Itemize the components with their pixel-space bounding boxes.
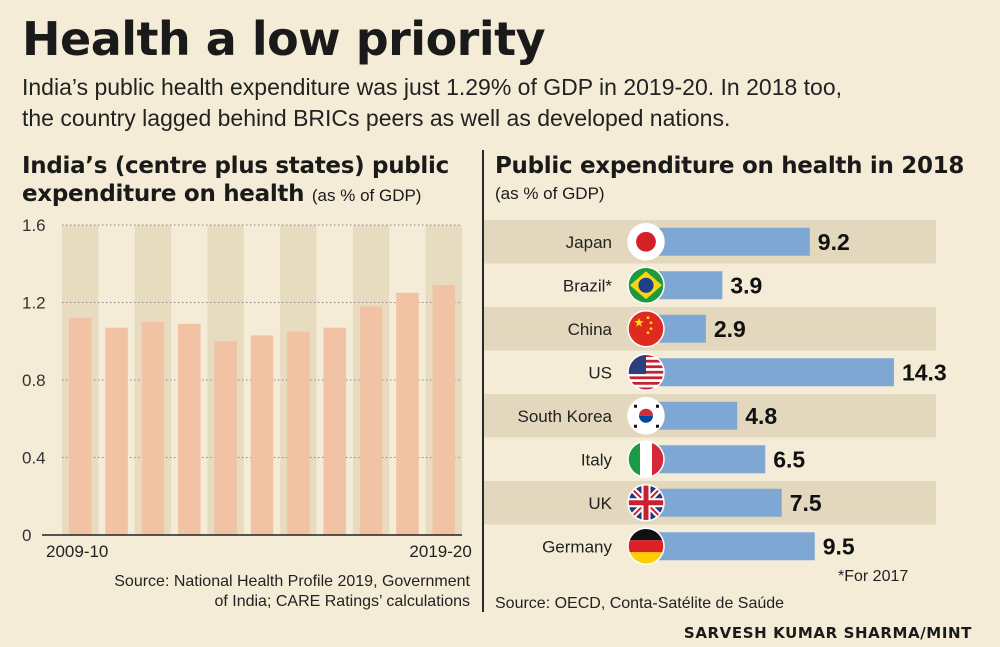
footnote: *For 2017 [838,568,909,585]
left-chart-title-line-2: expenditure on health [22,181,305,207]
bar [359,306,383,535]
left-source-line-1: Source: National Health Profile 2019, Go… [114,573,470,590]
y-tick-label: 0.4 [22,449,46,468]
bar [658,401,738,430]
value-label: 2.9 [714,316,746,342]
right-source-note: Source: OECD, Conta-Satélite de Saúde [495,595,785,612]
left-source-note: Source: National Health Profile 2019, Go… [60,572,470,612]
panel-divider [482,150,484,612]
bar [178,323,201,535]
category-label: Italy [581,450,613,469]
us-flag-icon [627,353,665,391]
germany-flag-icon [627,527,665,565]
category-label: South Korea [517,407,612,426]
page-title: Health a low priority [22,12,546,66]
right-chart-unit: (as % of GDP) [495,184,605,203]
bar [141,321,165,535]
uk-flag-icon [627,484,665,522]
right-chart-title: Public expenditure on health in 2018 (as… [495,152,975,208]
japan-flag-icon-fill [628,223,664,260]
bar [658,532,815,561]
left-bar-chart: 0 0.4 0.8 1.2 1.6 2009-10 2019-20 [22,216,472,561]
bar [658,314,706,343]
china-flag-icon-fill [628,310,664,347]
bar [323,327,346,535]
subtitle: India’s public health expenditure was ju… [22,72,982,134]
left-chart-title: India’s (centre plus states) public expe… [22,152,462,210]
us-flag-icon-fill [628,354,664,391]
category-label: UK [588,494,612,513]
china-flag-icon [627,310,665,348]
value-label: 7.5 [790,490,822,516]
credit: SARVESH KUMAR SHARMA/MINT [683,624,972,642]
value-label: 14.3 [902,359,947,385]
subtitle-line-1: India’s public health expenditure was ju… [22,74,843,100]
brazil-flag-icon-fill [628,267,664,304]
left-source-line-2: of India; CARE Ratings’ calculations [214,593,470,610]
bar [658,358,894,387]
subtitle-line-2: the country lagged behind BRICs peers as… [22,105,731,131]
bar [214,341,237,535]
category-label: Brazil* [563,276,613,295]
left-chart-unit: (as % of GDP) [311,186,422,205]
bar [105,327,128,535]
y-tick-label: 1.2 [22,294,46,313]
category-label: US [588,363,612,382]
right-chart-title-line-1: Public expenditure on health in 2018 [495,153,965,179]
y-tick-label: 1.6 [22,216,46,235]
y-tick-label: 0.8 [22,371,46,390]
south-korea-flag-icon-fill [628,397,664,434]
category-label: Japan [566,233,612,252]
bar [68,318,92,535]
x-tick-label: 2019-20 [409,542,471,561]
bar [658,227,810,256]
bar [396,292,419,535]
bar [287,331,310,535]
uk-flag-icon-fill [628,484,664,521]
brazil-flag-icon [627,266,665,304]
bar [658,445,766,474]
value-label: 6.5 [773,446,805,472]
value-label: 9.2 [818,229,850,255]
bar [658,488,782,517]
category-label: Germany [542,537,612,556]
bar [250,335,274,535]
left-chart-title-line-1: India’s (centre plus states) public [22,153,449,179]
bar [658,271,723,300]
italy-flag-icon [627,440,665,478]
category-label: China [568,320,613,339]
row-band [484,307,936,351]
value-label: 9.5 [823,533,855,559]
y-tick-label: 0 [22,526,31,545]
x-tick-label: 2009-10 [46,542,108,561]
value-label: 4.8 [745,403,777,429]
japan-flag-icon [627,223,665,261]
value-label: 3.9 [730,272,762,298]
bar [432,285,456,535]
south-korea-flag-icon [627,397,665,435]
